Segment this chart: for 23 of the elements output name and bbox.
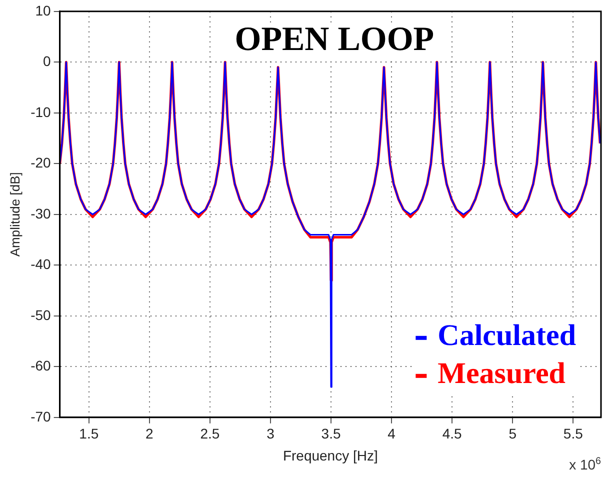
x-tick-label: 4.5 [442, 426, 462, 442]
chart-title: OPEN LOOP [234, 21, 434, 58]
legend-label: Calculated [438, 319, 576, 352]
x-tick-label: 3.5 [321, 426, 341, 442]
x-tick-label: 3 [266, 426, 275, 442]
y-tick-label: -70 [30, 408, 52, 424]
y-tick-label: -30 [30, 205, 52, 222]
y-tick-label: 0 [43, 53, 52, 70]
y-tick-label: -10 [30, 104, 52, 120]
x-tick-label: 2 [146, 426, 154, 442]
x-tick-label: 1.5 [79, 426, 99, 442]
y-tick-label: -20 [30, 154, 52, 171]
x-tick-label: 5.5 [563, 426, 584, 442]
x-axis-title: Frequency [Hz] [282, 447, 378, 464]
x-tick-label: 5 [508, 426, 517, 442]
x-tick-label: 2.5 [200, 426, 220, 442]
legend-label: Measured [438, 357, 566, 390]
y-tick-label: 10 [35, 2, 52, 18]
y-tick-label: -40 [30, 256, 52, 272]
y-tick-label: -50 [30, 306, 52, 323]
y-tick-label: -60 [30, 358, 52, 374]
x-tick-label: 4 [388, 426, 396, 442]
y-axis-title: Amplitude [dB] [7, 172, 22, 257]
